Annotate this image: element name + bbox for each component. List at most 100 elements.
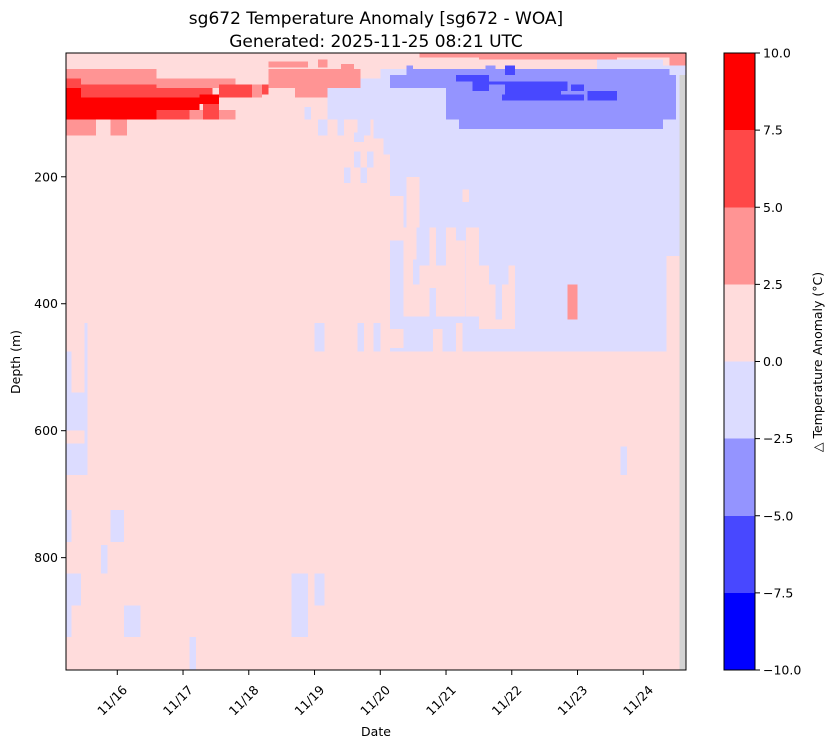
heatmap-cell bbox=[501, 91, 562, 101]
heatmap-cell bbox=[406, 68, 447, 76]
heatmap-cell bbox=[383, 119, 391, 155]
heatmap-cell bbox=[360, 78, 407, 88]
colorbar-label: △ Temperature Anomaly (°C) bbox=[810, 272, 825, 452]
heatmap-cell bbox=[219, 84, 253, 98]
heatmap-cell bbox=[66, 351, 72, 393]
heatmap-cell bbox=[429, 227, 437, 288]
heatmap-cell bbox=[419, 53, 486, 58]
heatmap-cell bbox=[360, 167, 368, 184]
heatmap-cell bbox=[81, 78, 236, 88]
heatmap-cell bbox=[156, 110, 190, 120]
heatmap-cell bbox=[317, 59, 328, 68]
heatmap-cell bbox=[380, 68, 407, 79]
colorbar-tick-label: −2.5 bbox=[763, 431, 793, 446]
heatmap-cell bbox=[485, 65, 496, 69]
heatmap-cell bbox=[459, 119, 663, 130]
x-tick-label: 11/18 bbox=[226, 682, 262, 718]
chart-subtitle: Generated: 2025-11-25 08:21 UTC bbox=[229, 32, 523, 52]
heatmap-cell bbox=[268, 61, 308, 68]
heatmap-cell bbox=[403, 227, 417, 317]
colorbar-tick-label: 0.0 bbox=[763, 354, 783, 369]
heatmap-cell bbox=[314, 322, 325, 352]
heatmap-cell bbox=[123, 605, 141, 637]
x-axis-label: Date bbox=[361, 724, 391, 739]
x-tick-label: 11/22 bbox=[489, 682, 525, 718]
heatmap-cell bbox=[446, 227, 456, 317]
heatmap-cell bbox=[616, 53, 670, 58]
heatmap-cell bbox=[570, 84, 585, 92]
heatmap-cell bbox=[66, 119, 97, 136]
x-tick-label: 11/17 bbox=[160, 682, 196, 718]
chart-title: sg672 Temperature Anomaly [sg672 - WOA] bbox=[189, 9, 563, 29]
heatmap-cell bbox=[390, 205, 404, 241]
no-data-cell bbox=[679, 75, 686, 120]
x-tick-label: 11/24 bbox=[620, 682, 656, 718]
heatmap-cell bbox=[66, 68, 157, 79]
heatmap-cell bbox=[100, 544, 108, 574]
colorbar-tick-label: −7.5 bbox=[763, 585, 793, 600]
heatmap-cells bbox=[66, 53, 686, 670]
heatmap-cell bbox=[465, 227, 479, 317]
heatmap-cell bbox=[66, 78, 82, 88]
heatmap-cell bbox=[327, 87, 387, 120]
y-axis-label: Depth (m) bbox=[8, 330, 23, 394]
heatmap-cell bbox=[436, 265, 447, 317]
colorbar-segment bbox=[724, 438, 755, 517]
colorbar-segment bbox=[724, 284, 755, 363]
heatmap-cell bbox=[367, 151, 374, 168]
heatmap-cell bbox=[620, 446, 627, 476]
heatmap-cell bbox=[353, 132, 364, 142]
heatmap-cell bbox=[432, 329, 443, 352]
x-tick-label: 11/19 bbox=[291, 682, 327, 718]
heatmap-cell bbox=[357, 119, 371, 136]
heatmap-cell bbox=[66, 443, 85, 476]
heatmap-cell bbox=[66, 392, 85, 431]
heatmap-cell bbox=[455, 75, 489, 82]
heatmap-cell bbox=[66, 605, 72, 637]
heatmap-cell bbox=[189, 636, 197, 670]
colorbar-tick-label: −10.0 bbox=[763, 663, 801, 678]
heatmap-cell bbox=[304, 106, 312, 120]
heatmap-cell bbox=[66, 510, 72, 542]
colorbar-segment bbox=[724, 515, 755, 594]
heatmap-cell bbox=[505, 65, 516, 76]
heatmap-cell bbox=[472, 81, 568, 92]
x-tick-label: 11/21 bbox=[423, 682, 459, 718]
heatmap-cell bbox=[669, 53, 686, 66]
heatmap-cell bbox=[462, 189, 470, 203]
colorbar-segment bbox=[724, 592, 755, 671]
heatmap-cell bbox=[567, 284, 578, 320]
heatmap-cell bbox=[508, 265, 516, 330]
colorbar-segment bbox=[724, 207, 755, 285]
plot-frame bbox=[65, 52, 687, 671]
heatmap-cell bbox=[406, 65, 414, 69]
heatmap-cell bbox=[219, 110, 236, 120]
heatmap-cell bbox=[353, 151, 361, 168]
heatmap-cell bbox=[189, 110, 203, 120]
y-tick-label: 600 bbox=[34, 423, 58, 438]
heatmap-cell bbox=[413, 259, 420, 285]
heatmap-cell bbox=[455, 322, 463, 352]
heatmap-cell bbox=[357, 322, 364, 352]
heatmap-cell bbox=[110, 510, 124, 542]
heatmap-cell bbox=[406, 176, 420, 228]
heatmap-cell bbox=[495, 265, 502, 320]
heatmap-cell bbox=[478, 265, 489, 330]
x-tick-label: 11/23 bbox=[554, 682, 590, 718]
heatmap-cell bbox=[156, 97, 200, 111]
heatmap-plot-area bbox=[66, 53, 686, 670]
heatmap-cell bbox=[156, 87, 213, 98]
heatmap-cell bbox=[478, 53, 617, 60]
heatmap-cell bbox=[403, 322, 433, 352]
colorbar-segment bbox=[724, 361, 755, 440]
heatmap-cell bbox=[84, 322, 88, 476]
heatmap-cell bbox=[344, 167, 351, 184]
heatmap-cell bbox=[314, 573, 325, 606]
heatmap-cell bbox=[373, 322, 381, 352]
no-data-cell bbox=[679, 119, 686, 670]
heatmap-cell bbox=[337, 119, 345, 136]
heatmap-cell bbox=[659, 75, 677, 120]
y-axis: 200 400 600 800 bbox=[34, 169, 66, 565]
colorbar-tick-label: 7.5 bbox=[763, 123, 783, 138]
